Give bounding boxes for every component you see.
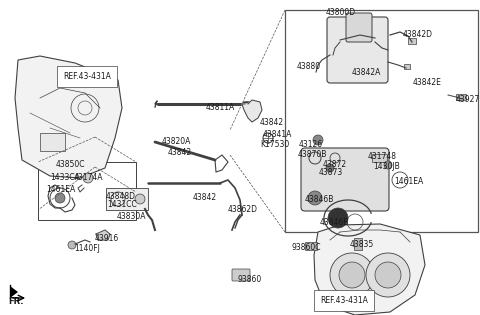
- Bar: [106, 188, 148, 210]
- Text: FR.: FR.: [8, 297, 24, 306]
- Bar: [354, 238, 362, 250]
- Circle shape: [366, 253, 410, 297]
- Polygon shape: [15, 56, 122, 178]
- Text: 1140FJ: 1140FJ: [74, 244, 100, 253]
- Bar: [372, 154, 387, 162]
- FancyBboxPatch shape: [301, 148, 389, 211]
- Text: 43800D: 43800D: [326, 8, 356, 17]
- Polygon shape: [96, 230, 110, 240]
- Text: 43873: 43873: [319, 168, 343, 177]
- Text: 43862D: 43862D: [228, 205, 258, 214]
- Text: 1461EA: 1461EA: [394, 177, 423, 186]
- FancyBboxPatch shape: [232, 269, 250, 281]
- Text: REF.43-431A: REF.43-431A: [320, 296, 368, 305]
- Text: 43842E: 43842E: [413, 78, 442, 87]
- Bar: [40, 133, 65, 151]
- Circle shape: [326, 164, 334, 172]
- Circle shape: [83, 173, 93, 183]
- Circle shape: [384, 161, 392, 169]
- Text: 43842A: 43842A: [352, 68, 382, 77]
- Bar: [38, 162, 136, 220]
- Text: 43126: 43126: [299, 140, 323, 149]
- Bar: [404, 64, 410, 69]
- Text: 43872: 43872: [323, 160, 347, 169]
- Text: 43842: 43842: [168, 148, 192, 157]
- Text: 431748: 431748: [368, 152, 397, 161]
- Text: REF.43-431A: REF.43-431A: [63, 72, 111, 81]
- Polygon shape: [242, 100, 262, 122]
- Text: 43830A: 43830A: [117, 212, 146, 221]
- Bar: [305, 242, 317, 250]
- Text: 43841A: 43841A: [263, 130, 292, 139]
- Circle shape: [313, 135, 323, 145]
- Text: 43835: 43835: [350, 240, 374, 249]
- Text: 1431CC: 1431CC: [107, 200, 137, 209]
- Circle shape: [308, 191, 322, 205]
- Text: 43842: 43842: [193, 193, 217, 202]
- Text: 43842: 43842: [260, 118, 284, 127]
- Text: 43848D: 43848D: [106, 192, 136, 201]
- Text: 43916: 43916: [95, 234, 119, 243]
- Text: 1433CA: 1433CA: [50, 173, 80, 182]
- Text: K17530: K17530: [260, 140, 289, 149]
- Bar: [408, 38, 416, 44]
- Text: 1461EA: 1461EA: [46, 185, 75, 194]
- Circle shape: [375, 262, 401, 288]
- Text: 93860C: 93860C: [291, 243, 321, 252]
- Text: 43842D: 43842D: [403, 30, 433, 39]
- Circle shape: [55, 193, 65, 203]
- FancyBboxPatch shape: [327, 17, 388, 83]
- Text: 43927B: 43927B: [456, 95, 480, 104]
- Text: 43820A: 43820A: [162, 137, 192, 146]
- Text: 93860: 93860: [237, 275, 261, 284]
- Circle shape: [263, 133, 273, 143]
- Text: 1430JB: 1430JB: [373, 162, 400, 171]
- Text: 43850C: 43850C: [56, 160, 85, 169]
- Bar: [285, 10, 478, 232]
- Text: 43811A: 43811A: [206, 103, 235, 112]
- Text: 43870B: 43870B: [298, 150, 327, 159]
- Polygon shape: [10, 286, 18, 298]
- Polygon shape: [314, 224, 425, 315]
- Text: 43846B: 43846B: [305, 195, 335, 204]
- Text: 43846B: 43846B: [320, 218, 349, 227]
- Bar: [456, 94, 466, 100]
- FancyBboxPatch shape: [346, 13, 372, 42]
- Text: 43174A: 43174A: [74, 173, 104, 182]
- Circle shape: [68, 241, 76, 249]
- Circle shape: [135, 194, 145, 204]
- Text: 43880: 43880: [297, 62, 321, 71]
- Circle shape: [328, 208, 348, 228]
- Circle shape: [339, 262, 365, 288]
- Circle shape: [330, 253, 374, 297]
